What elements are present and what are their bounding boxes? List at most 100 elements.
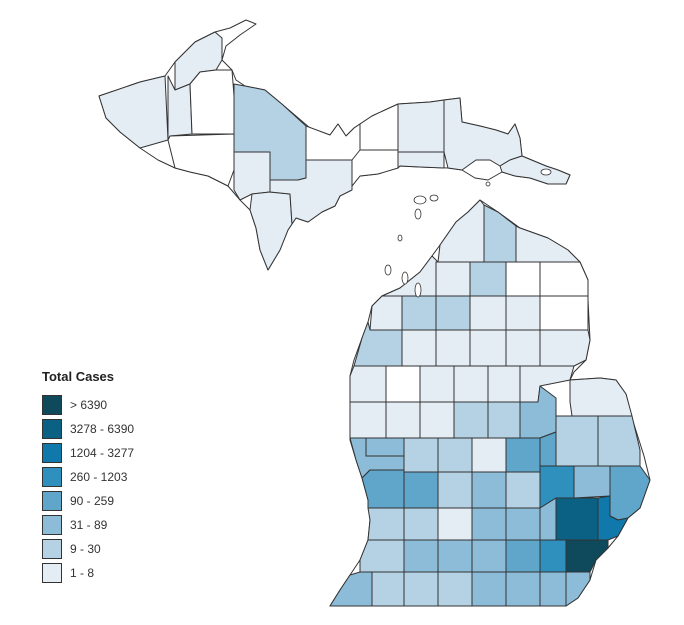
- county[interactable]: [539, 431, 557, 467]
- county[interactable]: [437, 539, 473, 573]
- county[interactable]: [361, 469, 405, 509]
- county[interactable]: [597, 415, 641, 467]
- county[interactable]: [539, 261, 589, 297]
- county[interactable]: [351, 149, 399, 187]
- county[interactable]: [469, 329, 507, 367]
- county[interactable]: [499, 155, 571, 185]
- island: [429, 194, 439, 202]
- county[interactable]: [539, 329, 591, 367]
- county[interactable]: [401, 295, 437, 331]
- county[interactable]: [453, 365, 489, 403]
- legend-item: 260 - 1203: [42, 466, 202, 488]
- county[interactable]: [369, 295, 403, 331]
- county[interactable]: [167, 133, 235, 187]
- island: [414, 282, 422, 298]
- legend-swatch: [42, 515, 62, 535]
- county[interactable]: [349, 365, 387, 403]
- county[interactable]: [471, 437, 507, 473]
- county[interactable]: [505, 539, 541, 573]
- county[interactable]: [487, 365, 521, 403]
- county[interactable]: [539, 539, 567, 573]
- legend-label: > 6390: [70, 398, 108, 412]
- county[interactable]: [483, 204, 517, 263]
- county[interactable]: [403, 471, 439, 509]
- county[interactable]: [401, 329, 437, 367]
- county[interactable]: [403, 437, 439, 473]
- island: [401, 271, 409, 285]
- county[interactable]: [471, 471, 507, 509]
- county[interactable]: [403, 571, 439, 607]
- county[interactable]: [385, 365, 421, 403]
- county[interactable]: [443, 97, 523, 171]
- county[interactable]: [505, 507, 541, 541]
- county[interactable]: [435, 329, 471, 367]
- county-layer: [98, 31, 651, 607]
- county[interactable]: [453, 401, 489, 439]
- county[interactable]: [469, 295, 507, 331]
- county[interactable]: [565, 539, 609, 573]
- county[interactable]: [505, 571, 541, 607]
- county[interactable]: [359, 539, 405, 573]
- county[interactable]: [437, 571, 473, 607]
- legend-label: 90 - 259: [70, 494, 115, 508]
- county[interactable]: [359, 103, 399, 151]
- legend-item: 9 - 30: [42, 538, 202, 560]
- legend-swatch: [42, 419, 62, 439]
- county[interactable]: [435, 295, 471, 331]
- county[interactable]: [555, 415, 599, 467]
- county[interactable]: [539, 571, 567, 607]
- county[interactable]: [539, 295, 589, 331]
- county[interactable]: [269, 159, 353, 225]
- county[interactable]: [471, 539, 507, 573]
- county[interactable]: [569, 377, 633, 417]
- legend-swatch: [42, 467, 62, 487]
- county[interactable]: [403, 507, 439, 541]
- county[interactable]: [403, 539, 439, 573]
- county[interactable]: [397, 151, 445, 169]
- county[interactable]: [435, 261, 471, 297]
- island: [540, 168, 552, 176]
- county[interactable]: [471, 507, 507, 541]
- county[interactable]: [609, 465, 651, 521]
- island: [414, 208, 422, 220]
- legend-label: 3278 - 6390: [70, 422, 135, 436]
- county[interactable]: [305, 123, 361, 161]
- county[interactable]: [505, 261, 541, 297]
- county[interactable]: [419, 401, 455, 439]
- county[interactable]: [249, 191, 293, 271]
- county[interactable]: [367, 507, 405, 541]
- county[interactable]: [329, 571, 373, 607]
- legend-label: 31 - 89: [70, 518, 108, 532]
- county[interactable]: [573, 465, 611, 499]
- county[interactable]: [437, 199, 485, 263]
- county[interactable]: [505, 471, 541, 509]
- county[interactable]: [437, 507, 473, 541]
- legend-swatch: [42, 539, 62, 559]
- county[interactable]: [397, 99, 445, 153]
- county[interactable]: [381, 255, 439, 297]
- county[interactable]: [471, 571, 507, 607]
- county[interactable]: [469, 261, 507, 297]
- county[interactable]: [505, 329, 541, 367]
- county[interactable]: [365, 437, 405, 457]
- county[interactable]: [349, 401, 387, 439]
- county[interactable]: [189, 69, 235, 135]
- county[interactable]: [487, 401, 521, 439]
- county[interactable]: [98, 75, 169, 149]
- county[interactable]: [437, 471, 473, 509]
- county[interactable]: [505, 437, 541, 473]
- county[interactable]: [505, 295, 541, 331]
- county[interactable]: [385, 401, 421, 439]
- county[interactable]: [565, 571, 591, 607]
- county[interactable]: [419, 365, 455, 403]
- island: [384, 264, 392, 276]
- county[interactable]: [515, 225, 581, 263]
- county[interactable]: [555, 497, 599, 541]
- legend-swatch: [42, 443, 62, 463]
- legend-item: > 6390: [42, 394, 202, 416]
- county[interactable]: [437, 437, 473, 473]
- legend-item: 3278 - 6390: [42, 418, 202, 440]
- legend-label: 9 - 30: [70, 542, 101, 556]
- county[interactable]: [371, 571, 405, 607]
- legend-label: 1 - 8: [70, 566, 95, 580]
